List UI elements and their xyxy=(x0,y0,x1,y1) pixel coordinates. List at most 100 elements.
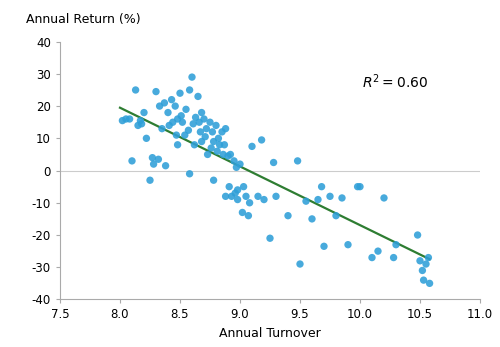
Text: $R^2 = 0.60$: $R^2 = 0.60$ xyxy=(362,73,428,91)
Point xyxy=(426,281,434,286)
Point xyxy=(142,136,150,141)
Point xyxy=(374,248,382,254)
Point xyxy=(177,113,185,119)
Point xyxy=(238,210,246,215)
Point xyxy=(302,198,310,204)
Point xyxy=(168,97,175,102)
Point xyxy=(213,149,221,154)
Point xyxy=(392,242,400,247)
Point xyxy=(344,242,352,247)
Point xyxy=(150,161,158,167)
Point xyxy=(222,194,230,199)
Point xyxy=(184,127,192,133)
Point xyxy=(186,87,194,93)
Point xyxy=(308,216,316,222)
Point xyxy=(220,142,228,147)
Point xyxy=(230,158,238,164)
Point xyxy=(118,118,126,124)
Point xyxy=(169,119,177,125)
Point xyxy=(318,184,326,189)
Point xyxy=(296,261,304,267)
Point xyxy=(132,87,140,93)
Point xyxy=(200,116,208,122)
Point xyxy=(208,129,216,135)
Point xyxy=(189,121,197,127)
Point xyxy=(338,195,346,201)
Point xyxy=(219,152,227,157)
Point xyxy=(420,277,428,283)
Point xyxy=(226,152,234,157)
Point xyxy=(195,119,203,125)
Point xyxy=(234,187,241,193)
Point xyxy=(126,116,134,122)
Point xyxy=(422,261,430,267)
Point xyxy=(210,177,218,183)
Point xyxy=(190,142,198,147)
Point xyxy=(174,116,182,122)
Point xyxy=(202,126,210,132)
Point xyxy=(174,142,182,147)
Point xyxy=(244,213,252,219)
Point xyxy=(258,137,266,143)
Point xyxy=(414,232,422,238)
Point xyxy=(196,129,204,135)
Point xyxy=(326,194,334,199)
Point xyxy=(192,115,200,120)
Point xyxy=(210,139,218,144)
Point xyxy=(207,145,215,151)
Point xyxy=(160,100,168,105)
Point xyxy=(206,119,214,125)
Point xyxy=(332,213,340,219)
Point xyxy=(390,255,398,260)
Point xyxy=(380,195,388,201)
Point xyxy=(128,158,136,164)
Point xyxy=(156,103,164,109)
Point xyxy=(418,268,426,273)
Point xyxy=(236,161,244,167)
Point xyxy=(356,184,364,189)
Point xyxy=(136,118,144,124)
Point xyxy=(140,110,148,115)
Point xyxy=(201,134,209,139)
Point xyxy=(228,194,235,199)
Point xyxy=(176,91,184,96)
Point xyxy=(314,197,322,202)
Point xyxy=(224,153,232,159)
Point xyxy=(416,258,424,264)
Point xyxy=(154,156,162,162)
Point xyxy=(122,116,130,122)
Point xyxy=(138,121,145,127)
Point xyxy=(198,139,205,144)
Point xyxy=(152,89,160,94)
Point xyxy=(222,126,230,132)
Point xyxy=(181,132,189,138)
Point xyxy=(198,110,205,115)
Point xyxy=(146,177,154,183)
Point xyxy=(260,197,268,202)
Point xyxy=(242,194,250,199)
Point xyxy=(134,122,142,128)
Point xyxy=(214,136,222,141)
Point xyxy=(212,122,220,128)
Point xyxy=(232,164,240,170)
Point xyxy=(272,194,280,199)
Point xyxy=(162,163,170,169)
Point xyxy=(424,255,432,260)
Point xyxy=(294,158,302,164)
Point xyxy=(240,184,248,189)
Point xyxy=(171,103,179,109)
Point xyxy=(188,74,196,80)
Point xyxy=(354,184,362,189)
Point xyxy=(182,107,190,112)
Point xyxy=(270,160,278,165)
Point xyxy=(218,129,226,135)
Point xyxy=(320,244,328,249)
X-axis label: Annual Turnover: Annual Turnover xyxy=(219,327,321,340)
Point xyxy=(234,197,241,202)
Point xyxy=(172,132,180,138)
Point xyxy=(254,194,262,199)
Point xyxy=(368,255,376,260)
Point xyxy=(178,119,186,125)
Point xyxy=(246,200,254,205)
Point xyxy=(204,152,212,157)
